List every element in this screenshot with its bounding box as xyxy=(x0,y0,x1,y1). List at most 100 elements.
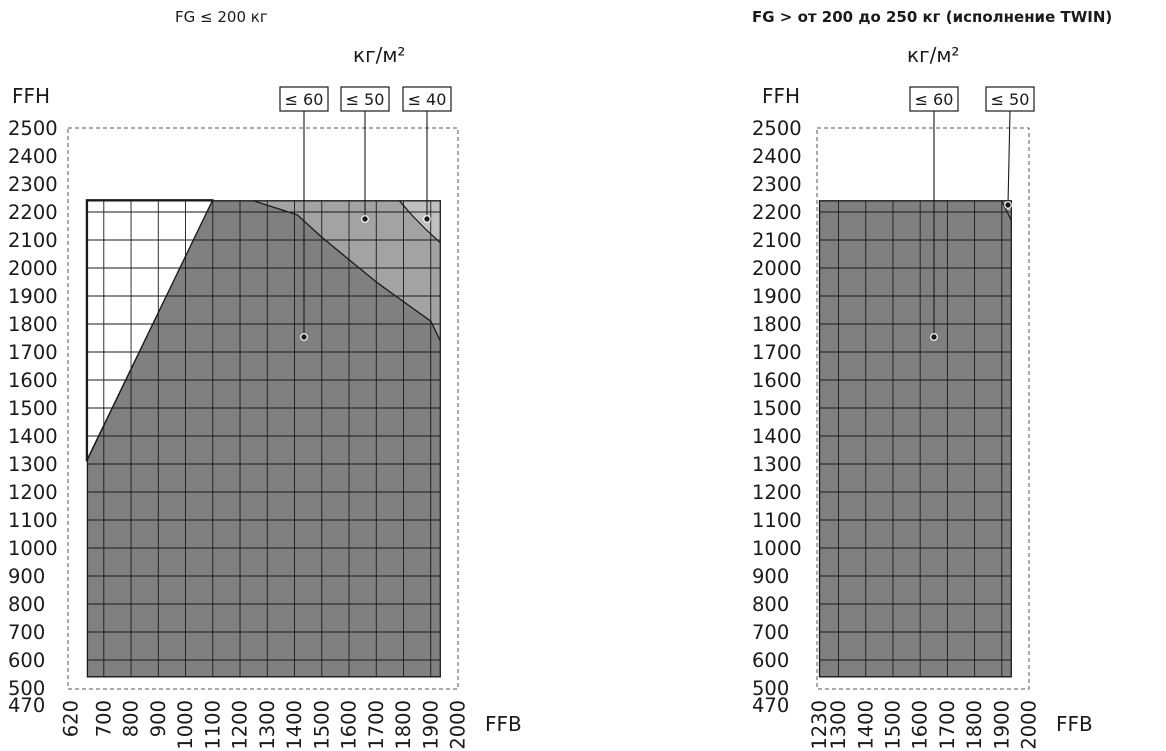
x-tick-label: 1600 xyxy=(338,700,361,750)
y-tick-label: 1300 xyxy=(752,453,802,476)
y-tick-label: 1000 xyxy=(8,537,58,560)
y-tick-label: 1500 xyxy=(8,397,58,420)
x-tick-label: 1400 xyxy=(283,700,306,750)
chart-right-xlabel: FFB xyxy=(1056,712,1093,736)
class-label: ≤ 50 xyxy=(991,90,1030,109)
y-tick-label: 2000 xyxy=(752,257,802,280)
class-label: ≤ 60 xyxy=(915,90,954,109)
y-tick-label: 2100 xyxy=(752,229,802,252)
x-tick-label: 1300 xyxy=(827,700,850,750)
y-tick-label: 1800 xyxy=(752,313,802,336)
y-tick-label: 2300 xyxy=(8,173,58,196)
y-tick-label: 500 xyxy=(8,677,45,700)
y-tick-label: 1000 xyxy=(752,537,802,560)
y-tick-label: 2100 xyxy=(8,229,58,252)
class-label-box xyxy=(279,86,329,112)
region-outline xyxy=(818,200,1012,678)
y-tick-label: 1400 xyxy=(752,425,802,448)
chart-left-ylabel: FFH xyxy=(12,84,50,108)
chart-right-ylabel: FFH xyxy=(762,84,800,108)
chart-left-title: FG ≤ 200 кг xyxy=(175,8,268,26)
x-tick-label: 1800 xyxy=(392,700,415,750)
x-tick-label: 1100 xyxy=(201,700,224,750)
marker-dot xyxy=(361,215,369,223)
region-40 xyxy=(399,200,441,243)
chart-right: FG > от 200 до 250 кг (исполнение TWIN) … xyxy=(752,8,1112,750)
y-tick-label: 1900 xyxy=(8,285,58,308)
x-tick-label: 2000 xyxy=(447,700,470,750)
y-tick-label: 600 xyxy=(752,649,789,672)
y-tick-label: 2200 xyxy=(8,201,58,224)
class-label-box xyxy=(402,86,452,112)
boundary-50 xyxy=(1001,200,1012,221)
y-tick-label: 1300 xyxy=(8,453,58,476)
y-tick-label: 800 xyxy=(8,593,45,616)
x-tick-label: 1200 xyxy=(229,700,252,750)
x-tick-label: 1900 xyxy=(419,700,442,750)
marker-dot xyxy=(1004,201,1012,209)
y-tick-label: 1500 xyxy=(752,397,802,420)
x-tick-label: 900 xyxy=(147,700,170,737)
x-tick-label: 800 xyxy=(120,700,143,737)
y-tick-label: 1100 xyxy=(752,509,802,532)
y-tick-label: 1200 xyxy=(752,481,802,504)
chart-right-grid xyxy=(818,200,1012,678)
y-tick-label: 1700 xyxy=(8,341,58,364)
y-tick-label: 1800 xyxy=(8,313,58,336)
chart-right-regions xyxy=(819,200,1012,677)
x-tick-label: 1400 xyxy=(854,700,877,750)
class-label-box xyxy=(985,86,1035,112)
leader-line xyxy=(1007,110,1011,206)
y-tick-label: 2000 xyxy=(8,257,58,280)
y-tick-label: 700 xyxy=(8,621,45,644)
y-tick-label: 1100 xyxy=(8,509,58,532)
y-tick-label: 470 xyxy=(8,694,45,717)
y-tick-label: 1900 xyxy=(752,285,802,308)
x-tick-label: 1800 xyxy=(963,700,986,750)
x-tick-label: 1900 xyxy=(990,700,1013,750)
chart-right-callouts: ≤ 60 ≤ 50 xyxy=(909,86,1035,341)
chart-left-grid xyxy=(85,199,441,677)
x-tick-label: 1700 xyxy=(936,700,959,750)
chart-left-unit: кг/м² xyxy=(353,43,405,67)
y-tick-label: 2500 xyxy=(752,117,802,140)
class-label: ≤ 50 xyxy=(346,90,385,109)
y-tick-label: 500 xyxy=(752,677,789,700)
chart-right-unit: кг/м² xyxy=(907,43,959,67)
marker-dot xyxy=(300,333,308,341)
y-tick-label: 900 xyxy=(8,565,45,588)
y-tick-label: 1400 xyxy=(8,425,58,448)
class-label: ≤ 40 xyxy=(408,90,447,109)
x-tick-label: 1500 xyxy=(310,700,333,750)
y-tick-label: 800 xyxy=(752,593,789,616)
region-60 xyxy=(87,200,441,677)
x-tick-label: 2000 xyxy=(1018,700,1041,750)
y-tick-label: 700 xyxy=(752,621,789,644)
x-tick-label: 1000 xyxy=(174,700,197,750)
x-tick-label: 1600 xyxy=(909,700,932,750)
region-outside-cover xyxy=(85,199,214,462)
region-60 xyxy=(819,200,1012,677)
chart-left-x-ticks: 620 700 800 900 1000 1100 1200 1300 1400 1500 1600… xyxy=(60,700,470,750)
y-tick-label: 2400 xyxy=(752,145,802,168)
x-tick-label: 1230 xyxy=(808,700,831,750)
x-tick-label: 1300 xyxy=(256,700,279,750)
chart-right-frame xyxy=(816,127,1030,690)
x-tick-label: 1700 xyxy=(365,700,388,750)
chart-left: FG ≤ 200 кг кг/м² FFH FFB 47050060070080… xyxy=(8,8,522,750)
x-tick-label: 1500 xyxy=(881,700,904,750)
y-tick-label: 2500 xyxy=(8,117,58,140)
chart-left-regions xyxy=(86,200,441,678)
y-tick-label: 1600 xyxy=(8,369,58,392)
region-50 xyxy=(253,200,441,341)
y-tick-label: 1700 xyxy=(752,341,802,364)
boundary-50 xyxy=(398,200,441,244)
marker-dot xyxy=(423,215,431,223)
boundary-60 xyxy=(253,200,441,342)
y-tick-label: 600 xyxy=(8,649,45,672)
chart-right-title: FG > от 200 до 250 кг (исполнение TWIN) xyxy=(752,8,1112,26)
